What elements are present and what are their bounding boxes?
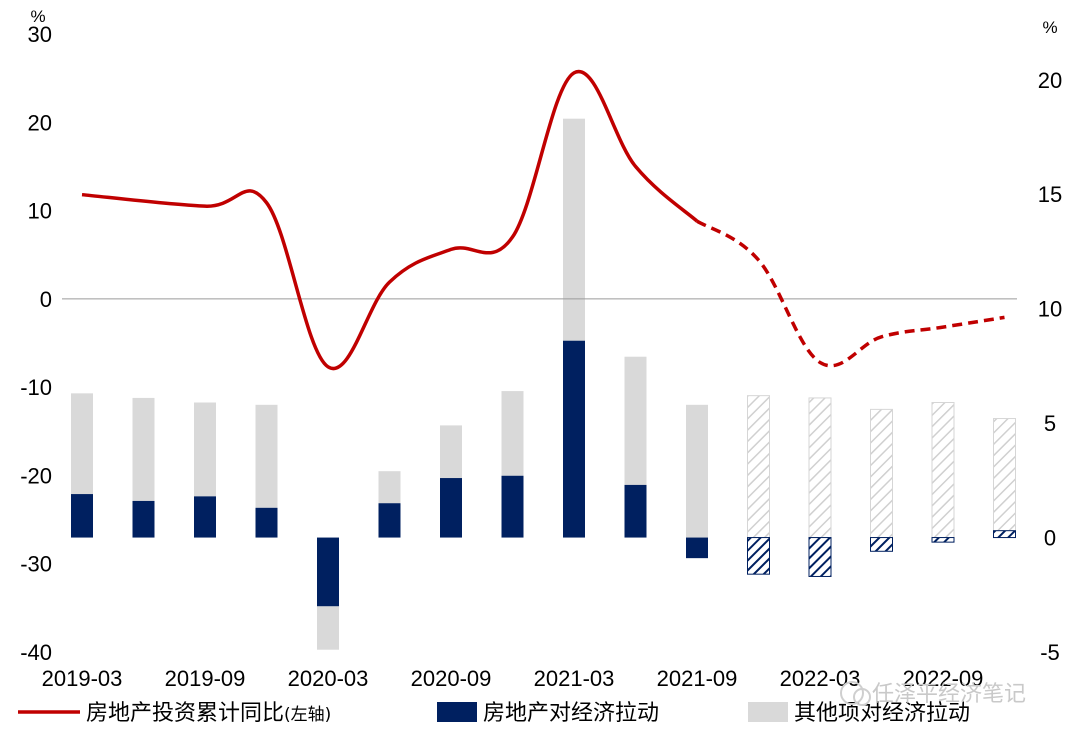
bar-real-estate-2019-03 xyxy=(71,494,93,538)
bar-real-estate-2022-09 xyxy=(931,537,955,543)
bar-real-estate-2021-06 xyxy=(624,484,647,538)
right-tick-label: 20 xyxy=(1038,68,1062,93)
left-tick-label: -20 xyxy=(20,463,52,488)
bar-other-2021-09 xyxy=(686,404,708,538)
right-tick-label: 15 xyxy=(1038,182,1062,207)
legend-swatch-other xyxy=(748,702,788,722)
right-tick-label: -5 xyxy=(1040,640,1060,665)
left-tick-label: 10 xyxy=(28,199,52,224)
left-axis-unit: % xyxy=(30,7,45,26)
bar-other-2021-12 xyxy=(747,395,770,539)
bar-other-2022-09 xyxy=(931,402,955,539)
right-tick-label: 0 xyxy=(1044,526,1056,551)
x-tick-label: 2019-03 xyxy=(42,666,123,691)
watermark: 任泽平经济笔记 xyxy=(840,681,1026,707)
bar-other-2020-09 xyxy=(440,425,462,479)
left-tick-label: -10 xyxy=(20,375,52,400)
bar-real-estate-2020-09 xyxy=(440,478,462,538)
x-tick-label: 2021-03 xyxy=(534,666,615,691)
x-tick-label: 2020-09 xyxy=(411,666,492,691)
bar-real-estate-2020-12 xyxy=(501,475,524,538)
bar-other-2020-12 xyxy=(501,391,524,476)
bar-real-estate-2021-09 xyxy=(686,537,708,559)
real-estate-contribution-bars xyxy=(71,340,1016,607)
investment-yoy-line xyxy=(81,69,1005,371)
bar-other-2020-06 xyxy=(378,471,401,504)
left-tick-label: 20 xyxy=(28,110,52,135)
bar-other-2019-06 xyxy=(132,397,155,501)
left-tick-label: 0 xyxy=(40,287,52,312)
line-dashed-segment xyxy=(696,219,1005,368)
x-tick-label: 2022-09 xyxy=(903,666,984,691)
bar-other-2019-03 xyxy=(71,393,93,495)
x-tick-label: 2021-09 xyxy=(657,666,738,691)
legend-label-real-estate: 房地产对经济拉动 xyxy=(483,701,659,726)
right-tick-label: 5 xyxy=(1044,411,1056,436)
bar-real-estate-2020-03 xyxy=(317,537,339,607)
legend-swatch-real-estate xyxy=(437,702,477,722)
bar-real-estate-2019-06 xyxy=(132,500,155,538)
bar-real-estate-2022-12 xyxy=(993,530,1016,539)
x-tick-label: 2019-09 xyxy=(165,666,246,691)
bar-real-estate-2019-12 xyxy=(255,507,278,538)
bar-real-estate-2021-03 xyxy=(563,340,585,538)
other-contribution-bars xyxy=(71,118,1016,650)
left-tick-label: 30 xyxy=(28,22,52,47)
bar-real-estate-2022-03 xyxy=(808,537,832,577)
x-tick-label: 2022-03 xyxy=(780,666,861,691)
bar-real-estate-2019-09 xyxy=(194,496,216,538)
bar-other-2022-12 xyxy=(993,418,1016,532)
bar-other-2020-03 xyxy=(317,606,339,650)
watermark-text: 任泽平经济笔记 xyxy=(872,682,1026,707)
x-tick-label: 2020-03 xyxy=(288,666,369,691)
bar-other-2019-12 xyxy=(255,404,278,508)
right-axis-ticks: 20 15 10 5 0 -5 xyxy=(1038,68,1062,665)
bar-other-2019-09 xyxy=(194,402,216,497)
bar-other-2022-03 xyxy=(808,397,832,539)
x-axis-ticks: 2019-03 2019-09 2020-03 2020-09 2021-03 2021-… xyxy=(42,666,984,691)
legend-label-other: 其他项对经济拉动 xyxy=(794,701,970,726)
legend-label-investment: 房地产投资累计同比(左轴) xyxy=(86,701,331,726)
bar-other-2021-03 xyxy=(563,118,585,341)
bar-other-2021-06 xyxy=(624,356,647,485)
left-tick-label: -40 xyxy=(20,640,52,665)
left-tick-label: -30 xyxy=(20,552,52,577)
bar-real-estate-2020-06 xyxy=(378,503,401,538)
right-tick-label: 10 xyxy=(1038,297,1062,322)
legend: 房地产投资累计同比(左轴) 房地产对经济拉动 其他项对经济拉动 xyxy=(18,701,970,726)
wechat-icon xyxy=(840,681,864,705)
bar-real-estate-2022-06 xyxy=(870,537,893,552)
left-axis-ticks: 30 20 10 0 -10 -20 -30 -40 xyxy=(20,22,52,665)
bar-real-estate-2021-12 xyxy=(747,537,770,575)
line-solid-segment xyxy=(81,69,699,371)
bar-other-2022-06 xyxy=(870,408,893,539)
right-axis-unit: % xyxy=(1042,18,1057,37)
